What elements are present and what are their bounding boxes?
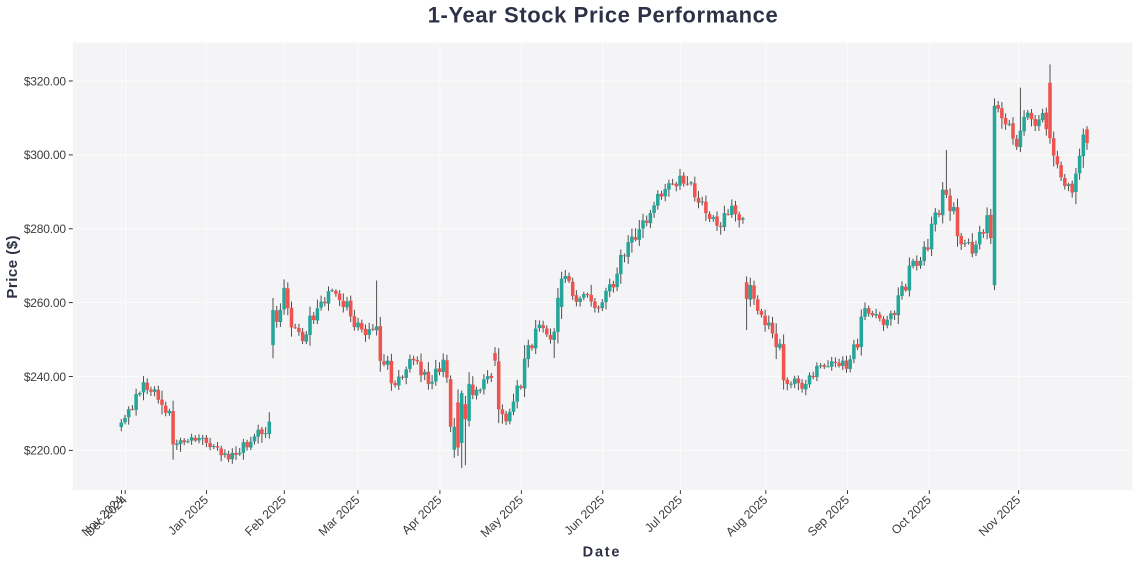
- svg-text:Feb 2025: Feb 2025: [242, 493, 289, 539]
- svg-text:$280.00: $280.00: [24, 222, 67, 236]
- svg-text:Mar 2025: Mar 2025: [316, 493, 363, 539]
- svg-text:Price ($): Price ($): [4, 235, 21, 299]
- svg-text:$220.00: $220.00: [24, 444, 67, 458]
- svg-text:Date: Date: [583, 545, 622, 561]
- svg-text:$240.00: $240.00: [24, 370, 67, 384]
- svg-text:Jun 2025: Jun 2025: [561, 493, 607, 538]
- svg-text:$300.00: $300.00: [24, 148, 67, 162]
- svg-text:Apr 2025: Apr 2025: [399, 493, 444, 538]
- svg-text:May 2025: May 2025: [478, 493, 526, 540]
- svg-text:Sep 2025: Sep 2025: [805, 493, 852, 539]
- svg-text:$260.00: $260.00: [24, 296, 67, 310]
- svg-text:$320.00: $320.00: [24, 74, 67, 88]
- svg-text:Jan 2025: Jan 2025: [165, 493, 211, 538]
- svg-text:Jul 2025: Jul 2025: [642, 493, 685, 535]
- svg-text:1-Year Stock Price Performance: 1-Year Stock Price Performance: [428, 3, 779, 28]
- svg-text:Aug 2025: Aug 2025: [723, 493, 770, 539]
- svg-text:Nov 2025: Nov 2025: [976, 493, 1023, 539]
- svg-text:Oct 2025: Oct 2025: [889, 493, 934, 538]
- svg-text:Dec 2024: Dec 2024: [83, 493, 130, 539]
